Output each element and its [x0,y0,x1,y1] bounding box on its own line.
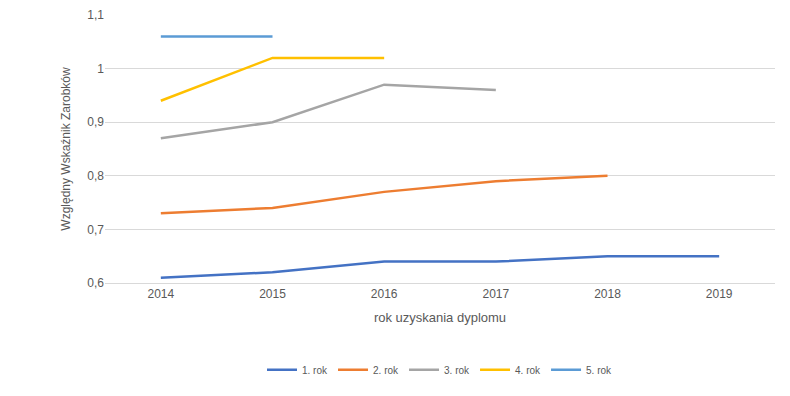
svg-text:0,8: 0,8 [87,169,104,183]
svg-text:5. rok: 5. rok [586,365,612,376]
svg-text:0,6: 0,6 [87,276,104,290]
svg-text:1: 1 [97,62,104,76]
svg-text:0,9: 0,9 [87,115,104,129]
svg-text:2017: 2017 [482,287,509,301]
svg-text:2. rok: 2. rok [373,365,399,376]
svg-text:4. rok: 4. rok [515,365,541,376]
svg-text:0,7: 0,7 [87,223,104,237]
svg-text:2019: 2019 [706,287,733,301]
svg-text:3. rok: 3. rok [444,365,470,376]
svg-text:2014: 2014 [147,287,174,301]
svg-text:1,1: 1,1 [87,8,104,22]
svg-text:2018: 2018 [594,287,621,301]
svg-text:2015: 2015 [259,287,286,301]
svg-text:Względny Wskaźnik Zarobków: Względny Wskaźnik Zarobków [59,67,73,231]
svg-text:2016: 2016 [371,287,398,301]
svg-text:1. rok: 1. rok [302,365,328,376]
svg-text:rok uzyskania dyplomu: rok uzyskania dyplomu [374,310,506,325]
